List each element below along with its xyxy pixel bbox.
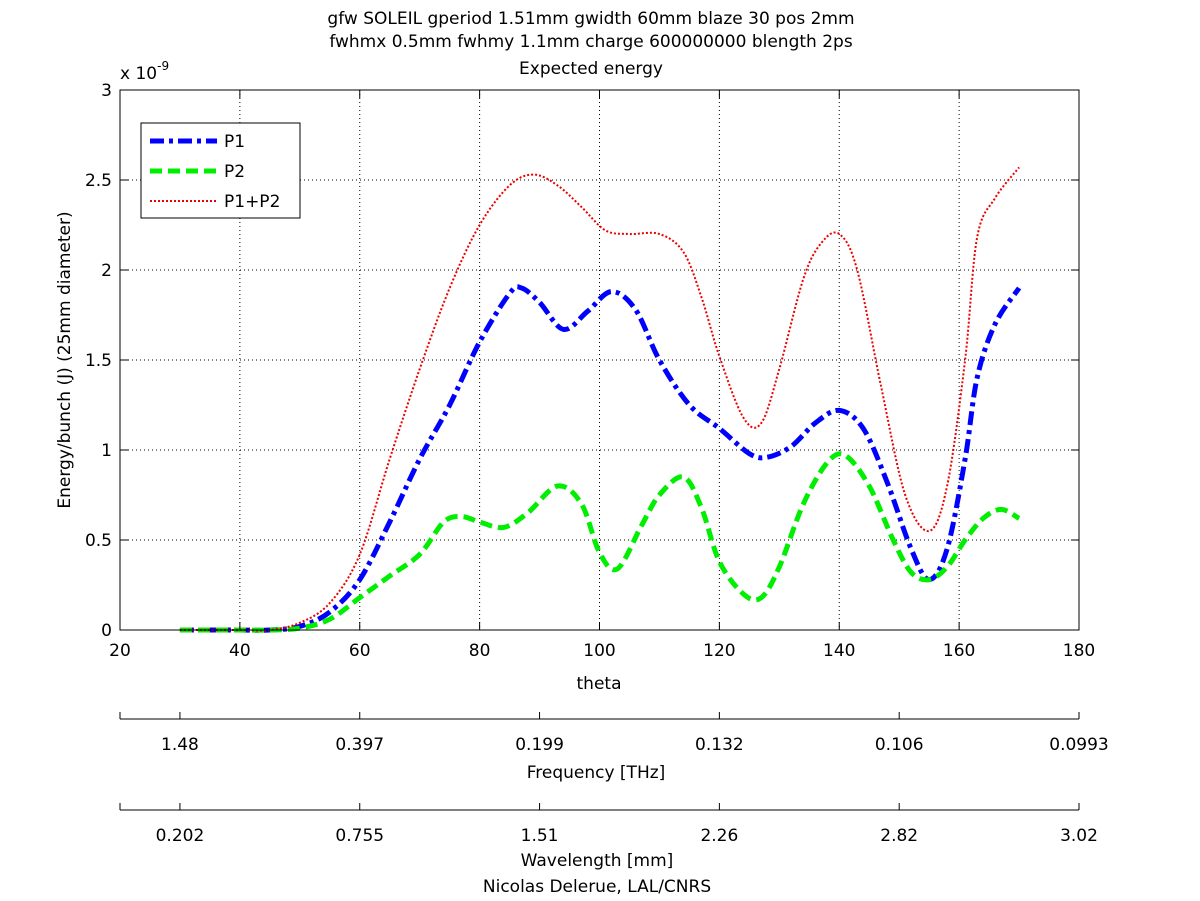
x-tick-label: 100 [583, 641, 615, 661]
x-tick-label: 40 [229, 641, 251, 661]
series-line-p1-p2 [179, 166, 1020, 632]
wavelength-axis: 0.202 0.755 1.51 2.26 2.82 3.02 Wavelength [m… [119, 803, 1098, 871]
legend-box [140, 122, 301, 219]
secondary-tick-label: 2.26 [700, 826, 738, 846]
secondary-tick-label: 0.132 [695, 735, 744, 755]
chart-title-line-1: gfw SOLEIL gperiod 1.51mm gwidth 60mm bl… [327, 9, 854, 29]
x-ticks: 20 40 60 80 100 120 140 160 180 [109, 90, 1095, 661]
legend-label-p2: P2 [224, 162, 245, 182]
y-exponent-power: -9 [157, 59, 169, 73]
secondary-tick-label: 2.82 [880, 826, 918, 846]
x-tick-label: 80 [469, 641, 491, 661]
secondary-tick-label: 1.51 [521, 826, 559, 846]
y-tick-label: 2.5 [85, 171, 112, 191]
y-tick-label: 2 [101, 261, 112, 281]
y-exponent-label: x 10-9 [120, 59, 169, 84]
secondary-tick-label: 0.106 [875, 735, 924, 755]
legend-label-p1: P1 [224, 132, 245, 152]
secondary-tick-label: 0.199 [515, 735, 564, 755]
y-axis-label: Energy/bunch (J) (25mm diameter) [55, 211, 75, 508]
frequency-axis: 1.48 0.397 0.199 0.132 0.106 0.0993 Frequency… [119, 712, 1109, 783]
y-ticks: 0 0.5 1 1.5 2 2.5 3 [85, 81, 1079, 641]
y-tick-label: 1.5 [85, 351, 112, 371]
credit-text: Nicolas Delerue, LAL/CNRS [483, 877, 711, 897]
secondary-tick-label: 0.0993 [1049, 735, 1108, 755]
wavelength-axis-label: Wavelength [mm] [521, 851, 674, 871]
x-tick-label: 20 [109, 641, 131, 661]
chart-title-line-2: fwhmx 0.5mm fwhmy 1.1mm charge 600000000… [329, 32, 853, 52]
secondary-tick-label: 1.48 [161, 735, 199, 755]
y-tick-label: 0.5 [85, 531, 112, 551]
chart-title-line-3: Expected energy [519, 59, 663, 79]
x-tick-label: 60 [349, 641, 371, 661]
y-tick-label: 1 [101, 441, 112, 461]
x-tick-label: 120 [703, 641, 735, 661]
x-tick-label: 180 [1063, 641, 1095, 661]
legend: P1 P2 P1+P2 [140, 122, 301, 219]
x-axis-label: theta [577, 674, 622, 694]
series-layer [179, 166, 1022, 633]
y-tick-label: 3 [101, 81, 112, 101]
secondary-tick-label: 3.02 [1060, 826, 1098, 846]
y-tick-label: 0 [101, 621, 112, 641]
frequency-ticks: 1.48 0.397 0.199 0.132 0.106 0.0993 [119, 712, 1109, 755]
secondary-tick-label: 0.202 [156, 826, 205, 846]
legend-label-p1p2: P1+P2 [224, 192, 280, 212]
secondary-tick-label: 0.755 [335, 826, 384, 846]
wavelength-ticks: 0.202 0.755 1.51 2.26 2.82 3.02 [119, 803, 1098, 846]
x-tick-label: 140 [823, 641, 855, 661]
frequency-axis-label: Frequency [THz] [527, 763, 666, 783]
secondary-tick-label: 0.397 [335, 735, 384, 755]
x-tick-label: 160 [943, 641, 975, 661]
series-line-p2 [179, 451, 1021, 633]
